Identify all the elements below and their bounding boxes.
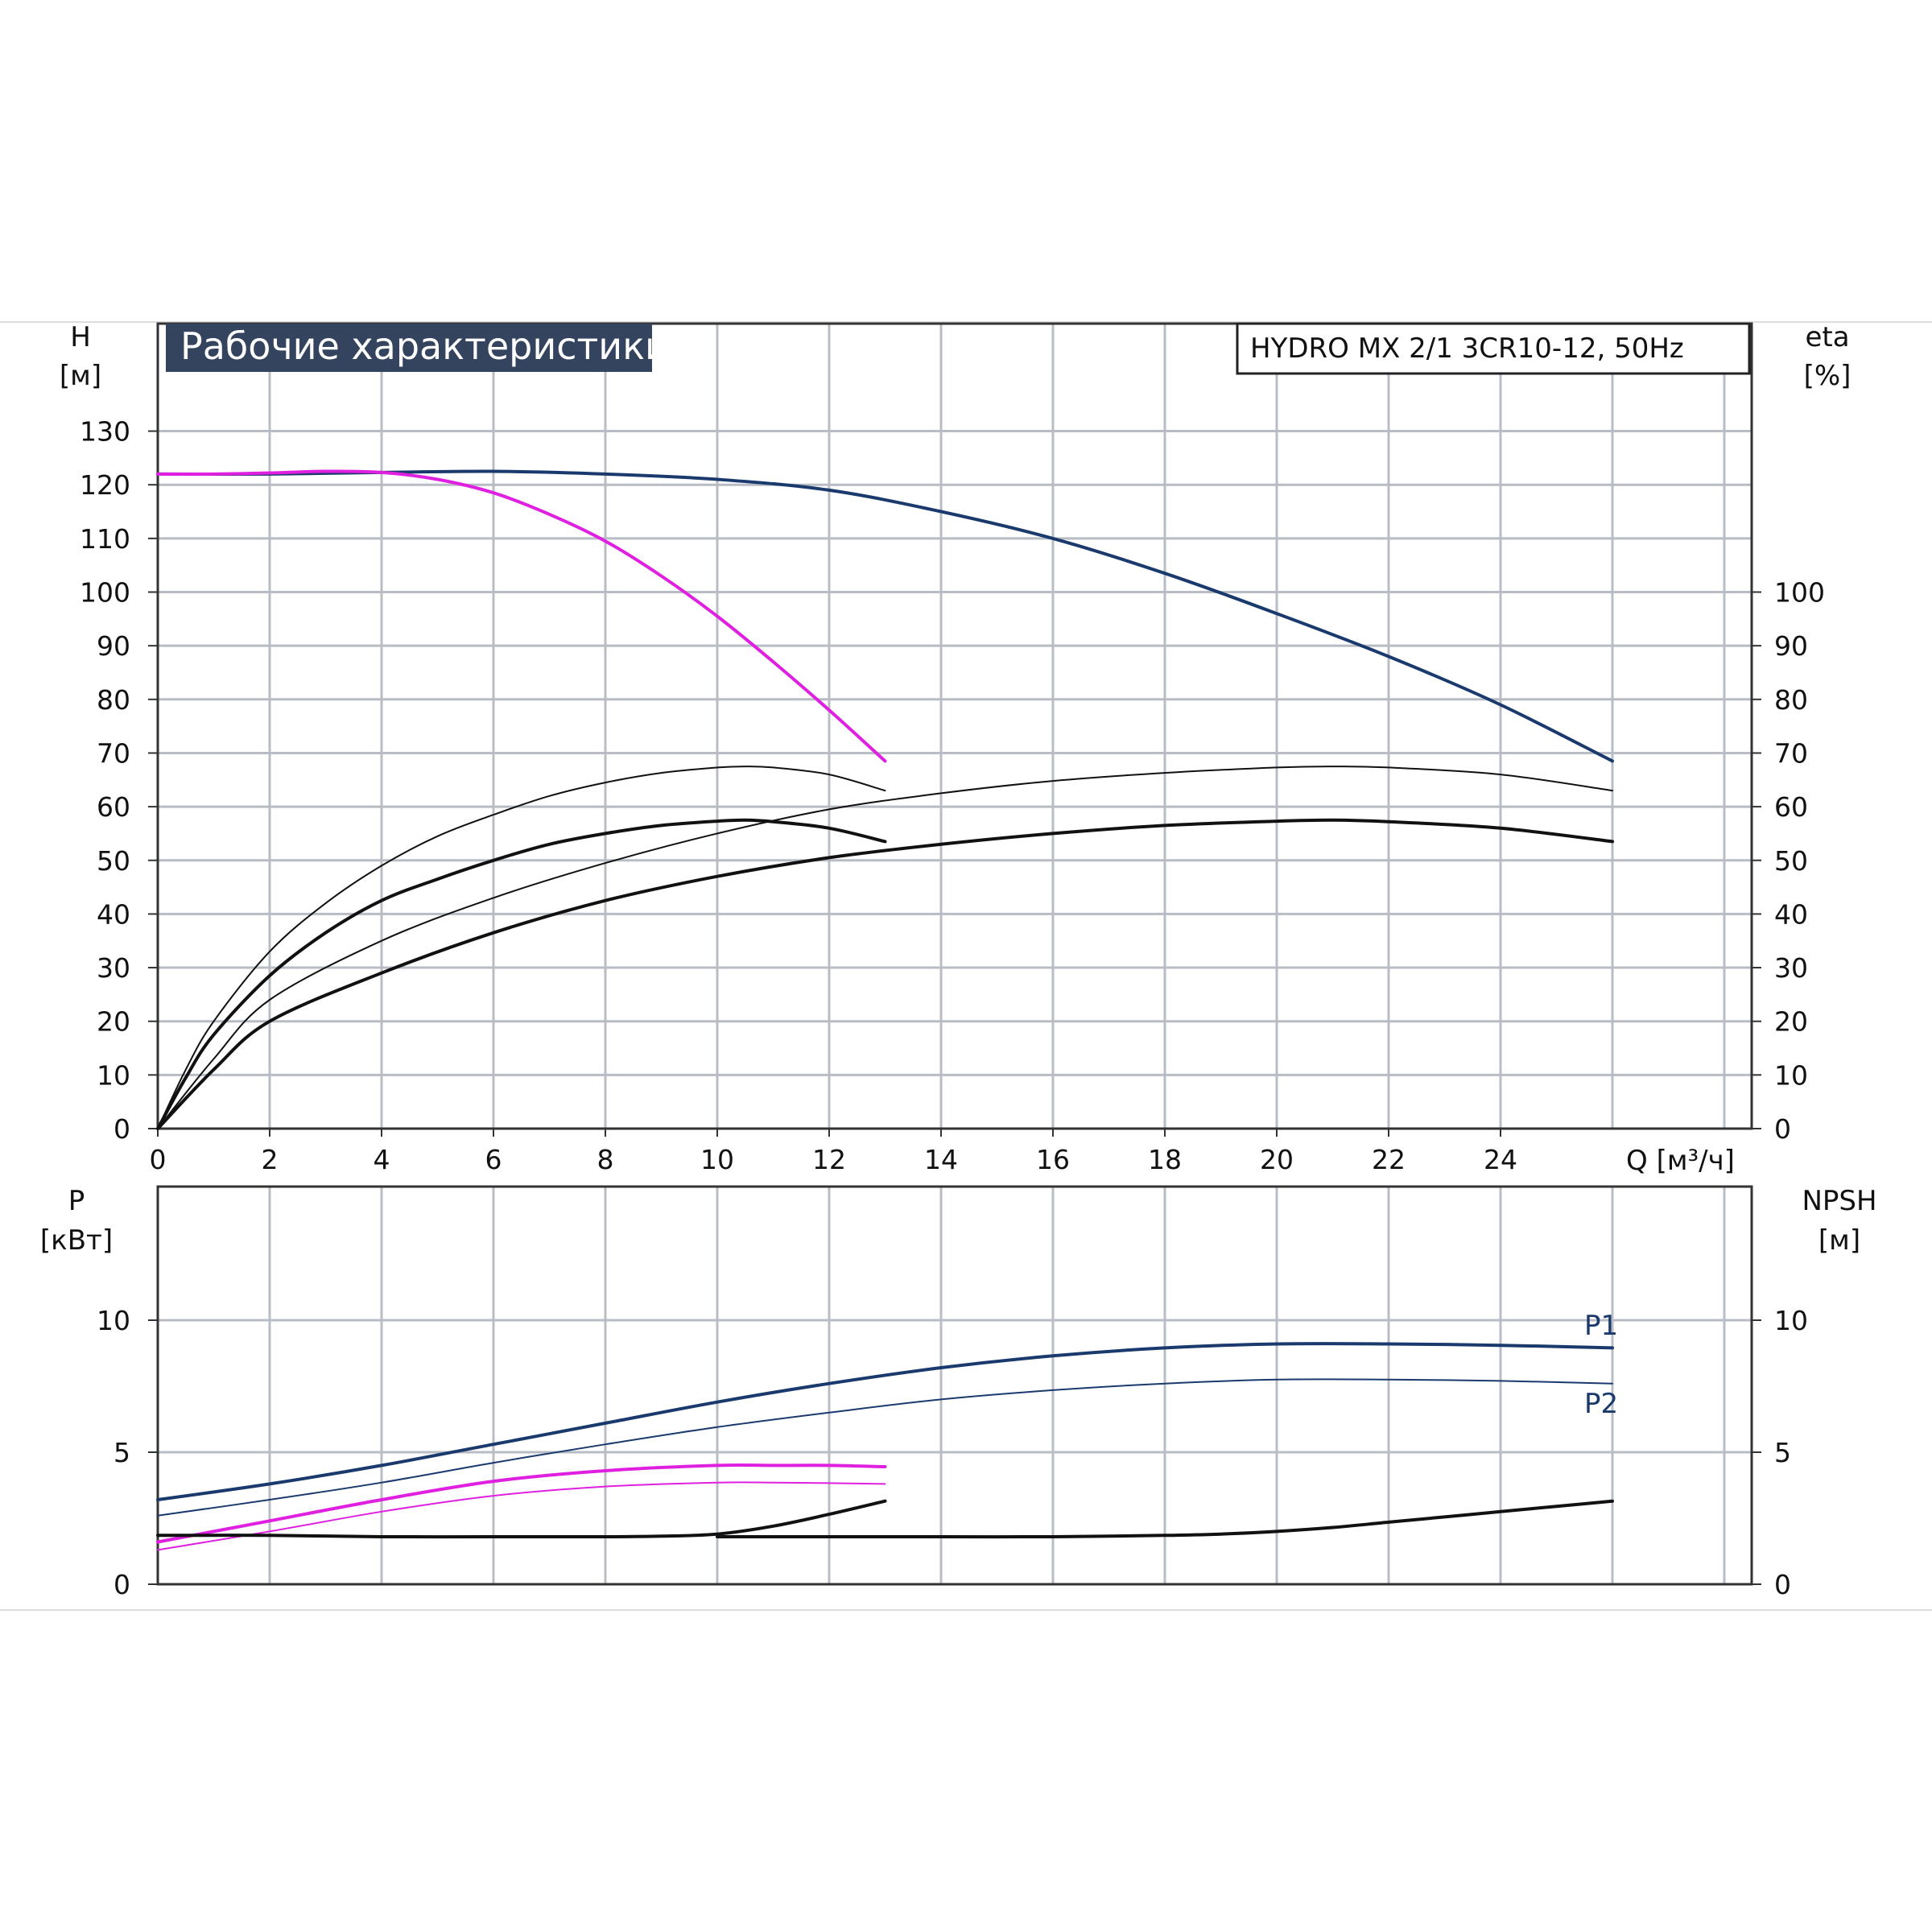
p1-curve-label: P1	[1584, 1310, 1618, 1342]
chart-title: Рабочие характеристики	[180, 324, 669, 368]
series-line-npsh-5	[716, 1499, 1614, 1539]
eta-axis-label: eta	[1805, 321, 1849, 353]
tick-label: 60	[1774, 791, 1808, 823]
eta-axis-ticks: 0 10 20 30 40 50 60 70 80 90 100	[1752, 577, 1825, 1145]
series-line-eta-4	[157, 766, 1613, 1129]
tick-label: 10	[97, 1305, 130, 1336]
npsh-axis-label: NPSH	[1802, 1185, 1876, 1217]
title-banner	[166, 324, 652, 372]
series-line-eta-2	[157, 766, 886, 1129]
p-axis-label: P	[68, 1185, 85, 1217]
tick-label: 120	[80, 469, 130, 501]
top-series	[156, 469, 1614, 1130]
tick-label: 30	[1774, 952, 1808, 984]
x-tick-label: 16	[1036, 1144, 1070, 1175]
tick-label: 10	[97, 1059, 130, 1091]
model-box	[1236, 322, 1751, 375]
series-line-npsh-4	[156, 1499, 887, 1539]
tick-label: 110	[80, 523, 130, 555]
tick-label: 50	[1774, 845, 1808, 877]
h-axis-unit: [м]	[60, 360, 101, 392]
tick-label: 100	[80, 577, 130, 609]
p-axis-ticks: 0 5 10	[97, 1305, 158, 1600]
series-line-h-0	[156, 469, 1614, 763]
tick-label: 80	[1774, 684, 1808, 716]
tick-label: 70	[1774, 737, 1808, 769]
h-axis-label: H	[70, 321, 91, 353]
series-line-p-2	[156, 1463, 887, 1544]
tick-label: 0	[1774, 1113, 1791, 1145]
tick-label: 130	[80, 416, 130, 448]
x-tick-label: 6	[485, 1144, 502, 1175]
series-line-p-3	[157, 1481, 886, 1551]
tick-label: 10	[1774, 1305, 1808, 1336]
x-tick-label: 20	[1260, 1144, 1294, 1175]
x-tick-label: 8	[597, 1144, 614, 1175]
x-tick-label: 24	[1484, 1144, 1517, 1175]
model-label: HYDRO MX 2/1 3CR10-12, 50Hz	[1250, 332, 1684, 365]
npsh-axis-ticks: 0 5 10	[1752, 1305, 1808, 1600]
npsh-axis-unit: [м]	[1818, 1224, 1860, 1257]
top-grid	[158, 324, 1752, 1129]
x-tick-label: 0	[150, 1144, 167, 1175]
tick-label: 60	[97, 791, 130, 823]
p-axis-unit: [кВт]	[40, 1224, 113, 1257]
series-line-p1	[156, 1342, 1614, 1501]
x-tick-label: 22	[1372, 1144, 1406, 1175]
p2-curve-label: P2	[1584, 1388, 1618, 1420]
h-axis-ticks: 0 10 20 30 40 50 60 70 80 90 100 110 120 130	[80, 416, 158, 1145]
tick-label: 40	[1774, 898, 1808, 930]
q-axis-ticks: 0 2 4 6 8 10 12 14 16 18 20 22 24	[150, 1129, 1517, 1175]
series-line-h-1	[156, 469, 887, 763]
series-line-p2	[157, 1378, 1613, 1517]
x-tick-label: 18	[1148, 1144, 1182, 1175]
top-plot-frame	[156, 322, 1753, 1130]
tick-label: 5	[114, 1437, 130, 1468]
tick-label: 20	[1774, 1006, 1808, 1038]
bottom-grid	[158, 1187, 1752, 1584]
x-tick-label: 10	[700, 1144, 734, 1175]
tick-label: 5	[1774, 1437, 1791, 1468]
bottom-panel: 0 5 10 0 5 10 P [кВт] NPSH [м] P1 P2	[40, 1185, 1877, 1600]
tick-label: 20	[97, 1006, 130, 1038]
tick-label: 90	[1774, 630, 1808, 662]
eta-axis-unit: [%]	[1804, 360, 1852, 392]
tick-label: 30	[97, 952, 130, 984]
tick-label: 40	[97, 898, 130, 930]
series-line-eta-3	[156, 818, 887, 1130]
tick-label: 0	[114, 1113, 130, 1145]
tick-label: 90	[97, 630, 130, 662]
bottom-series	[156, 1342, 1614, 1551]
tick-label: 0	[114, 1569, 130, 1600]
tick-label: 80	[97, 684, 130, 716]
tick-label: 70	[97, 737, 130, 769]
x-tick-label: 2	[262, 1144, 279, 1175]
q-axis-label: Q [м³/ч]	[1626, 1145, 1735, 1177]
x-tick-label: 4	[374, 1144, 390, 1175]
tick-label: 0	[1774, 1569, 1791, 1600]
x-tick-label: 12	[812, 1144, 846, 1175]
series-line-eta-5	[156, 818, 1614, 1130]
tick-label: 10	[1774, 1059, 1808, 1091]
x-tick-label: 14	[924, 1144, 958, 1175]
tick-label: 50	[97, 845, 130, 877]
bottom-plot-frame	[156, 1185, 1753, 1586]
tick-label: 100	[1774, 577, 1825, 609]
